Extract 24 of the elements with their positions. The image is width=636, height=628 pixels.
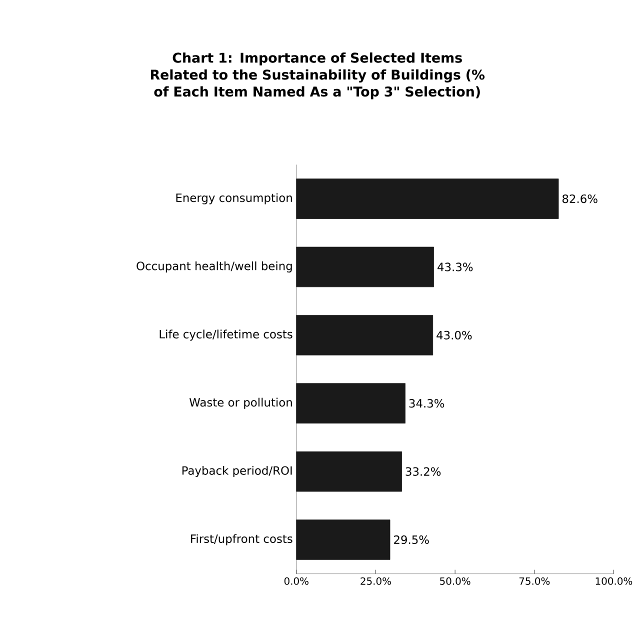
y-tick-label: Payback period/ROI [182,466,292,478]
data-label: 43.3% [438,262,473,272]
bar [296,178,559,220]
x-tick-label: 0.0% [284,577,308,585]
bar [296,246,434,288]
bar [296,452,402,492]
y-tick-label: First/upfront costs [191,534,292,546]
y-tick-label: Occupant health/well being [136,262,292,273]
x-tick-label: 100.0% [596,577,632,585]
y-tick-label: Waste or pollution [189,398,292,410]
data-label: 29.5% [394,536,429,544]
x-tick-label: 25.0% [360,577,391,585]
data-label: 43.0% [436,330,472,340]
bar [296,383,406,424]
data-label: 82.6% [562,194,598,204]
x-tick-label: 50.0% [440,577,470,585]
y-tick-label: Energy consumption [176,193,292,204]
chart-title: Chart 1: Importance of Selected Items Related to the Sustainability of Buildings (% of Each Item Named As a "Top 3" Selection) [150,52,485,100]
data-label: 34.3% [409,399,444,408]
y-tick-label: Life cycle/lifetime costs [160,330,292,341]
bar [296,315,434,356]
x-tick-label: 75.0% [519,577,550,585]
data-label: 33.2% [406,467,441,476]
bar [296,520,390,560]
